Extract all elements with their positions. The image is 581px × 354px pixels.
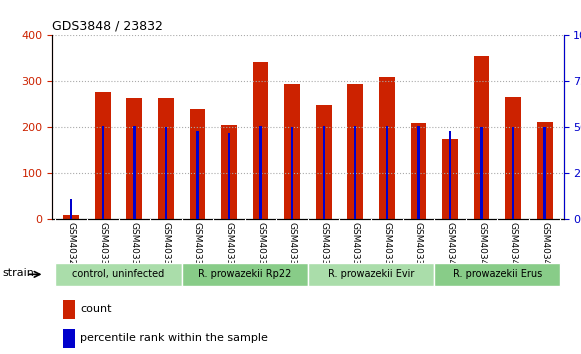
Bar xyxy=(417,126,419,219)
Bar xyxy=(259,126,262,219)
Text: R. prowazekii Erus: R. prowazekii Erus xyxy=(453,269,542,279)
Bar xyxy=(70,199,73,219)
Text: GSM403445: GSM403445 xyxy=(477,222,486,276)
Text: control, uninfected: control, uninfected xyxy=(73,269,164,279)
Bar xyxy=(379,77,394,219)
Text: GDS3848 / 23832: GDS3848 / 23832 xyxy=(52,20,163,33)
Text: GSM403378: GSM403378 xyxy=(130,222,139,276)
Bar xyxy=(442,139,458,219)
Bar xyxy=(291,127,293,219)
Text: percentile rank within the sample: percentile rank within the sample xyxy=(80,333,268,343)
Bar xyxy=(512,127,514,219)
Bar xyxy=(386,126,388,219)
Bar xyxy=(127,97,142,219)
Text: GSM403389: GSM403389 xyxy=(382,222,392,276)
Text: GSM403281: GSM403281 xyxy=(67,222,76,276)
Bar xyxy=(543,127,546,219)
Text: GSM403446: GSM403446 xyxy=(508,222,518,276)
Bar xyxy=(411,123,426,219)
Text: GSM403444: GSM403444 xyxy=(446,222,454,276)
Text: GSM403377: GSM403377 xyxy=(98,222,107,276)
Text: GSM403382: GSM403382 xyxy=(224,222,234,276)
Bar xyxy=(347,84,363,219)
Text: GSM403391: GSM403391 xyxy=(414,222,423,276)
Bar xyxy=(505,97,521,219)
Bar xyxy=(228,133,230,219)
Text: strain: strain xyxy=(3,268,34,278)
Bar xyxy=(537,122,553,219)
Bar xyxy=(284,84,300,219)
Text: R. prowazekii Evir: R. prowazekii Evir xyxy=(328,269,414,279)
FancyBboxPatch shape xyxy=(55,263,182,285)
Text: GSM403383: GSM403383 xyxy=(256,222,265,276)
Bar xyxy=(95,92,110,219)
Bar xyxy=(63,215,79,219)
Bar xyxy=(354,126,357,219)
Bar xyxy=(449,131,451,219)
Bar xyxy=(189,109,205,219)
Bar xyxy=(102,126,104,219)
Bar xyxy=(133,126,135,219)
Text: R. prowazekii Rp22: R. prowazekii Rp22 xyxy=(198,269,292,279)
Bar xyxy=(196,131,199,219)
Text: GSM403380: GSM403380 xyxy=(193,222,202,276)
Bar xyxy=(165,127,167,219)
FancyBboxPatch shape xyxy=(434,263,561,285)
Bar xyxy=(221,125,237,219)
FancyBboxPatch shape xyxy=(308,263,434,285)
Text: GSM403384: GSM403384 xyxy=(288,222,297,276)
Bar xyxy=(316,105,332,219)
Bar xyxy=(474,56,489,219)
Text: GSM403388: GSM403388 xyxy=(351,222,360,276)
Bar xyxy=(158,98,174,219)
Text: GSM403379: GSM403379 xyxy=(162,222,170,276)
Bar xyxy=(480,127,483,219)
Text: GSM403447: GSM403447 xyxy=(540,222,549,276)
Text: count: count xyxy=(80,304,112,314)
Bar xyxy=(322,126,325,219)
Bar xyxy=(63,329,76,348)
Text: GSM403387: GSM403387 xyxy=(319,222,328,276)
Bar xyxy=(253,62,268,219)
FancyBboxPatch shape xyxy=(182,263,308,285)
Bar xyxy=(63,300,76,319)
